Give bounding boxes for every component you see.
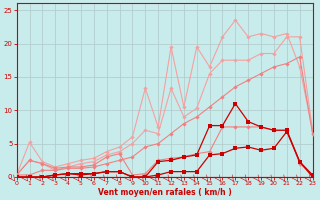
X-axis label: Vent moyen/en rafales ( km/h ): Vent moyen/en rafales ( km/h ) — [98, 188, 231, 197]
